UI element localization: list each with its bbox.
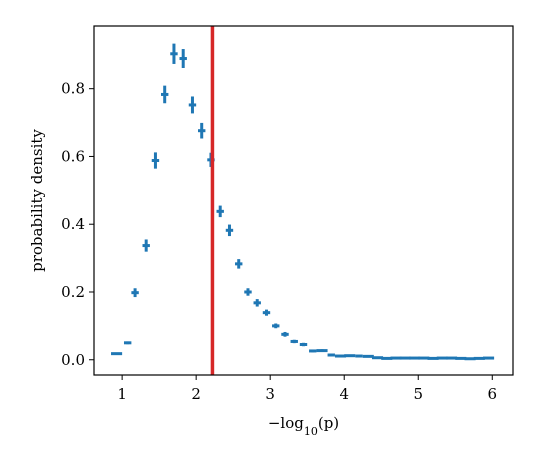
data-point [188, 96, 197, 114]
y-tick-label: 0.8 [61, 80, 85, 98]
data-point [327, 353, 335, 357]
y-tick-label: 0.2 [61, 283, 85, 301]
x-tick-label: 5 [413, 385, 423, 403]
data-point [355, 354, 363, 358]
data-point [142, 239, 150, 252]
data-point [225, 224, 234, 237]
y-tick-label: 0.6 [61, 147, 85, 165]
data-point [123, 341, 132, 345]
data-point [179, 49, 187, 69]
data-point [272, 323, 280, 329]
data-point [235, 259, 243, 269]
data-point [344, 354, 356, 358]
data-point [483, 356, 495, 360]
data-point [290, 339, 298, 344]
x-tick-label: 3 [265, 385, 275, 403]
data-point [160, 85, 169, 104]
data-point [216, 205, 224, 218]
y-tick-label: 0.0 [61, 351, 85, 369]
x-tick-label: 6 [487, 385, 497, 403]
data-point [111, 352, 123, 356]
plot-frame [93, 25, 514, 376]
data-point [244, 288, 252, 296]
data-point [299, 342, 308, 347]
data-point [316, 349, 328, 353]
data-point [281, 331, 289, 337]
data-point [151, 152, 160, 169]
y-axis-label: probability density [28, 129, 46, 272]
y-tick-label: 0.4 [61, 215, 85, 233]
data-point [170, 43, 178, 64]
x-tick-label: 1 [117, 385, 127, 403]
x-tick-label: 2 [191, 385, 201, 403]
data-point [262, 309, 271, 316]
data-point [309, 349, 317, 353]
x-axis-label: −log10(p) [268, 414, 339, 438]
data-point [131, 288, 139, 298]
data-point [446, 356, 458, 360]
data-point [253, 299, 261, 307]
data-layer [111, 43, 495, 361]
ticks-layer: 1 2 3 4 5 6 0.0 0.2 0.4 0.6 0.8 [61, 80, 497, 403]
data-point [198, 122, 206, 139]
x-tick-label: 4 [339, 385, 349, 403]
